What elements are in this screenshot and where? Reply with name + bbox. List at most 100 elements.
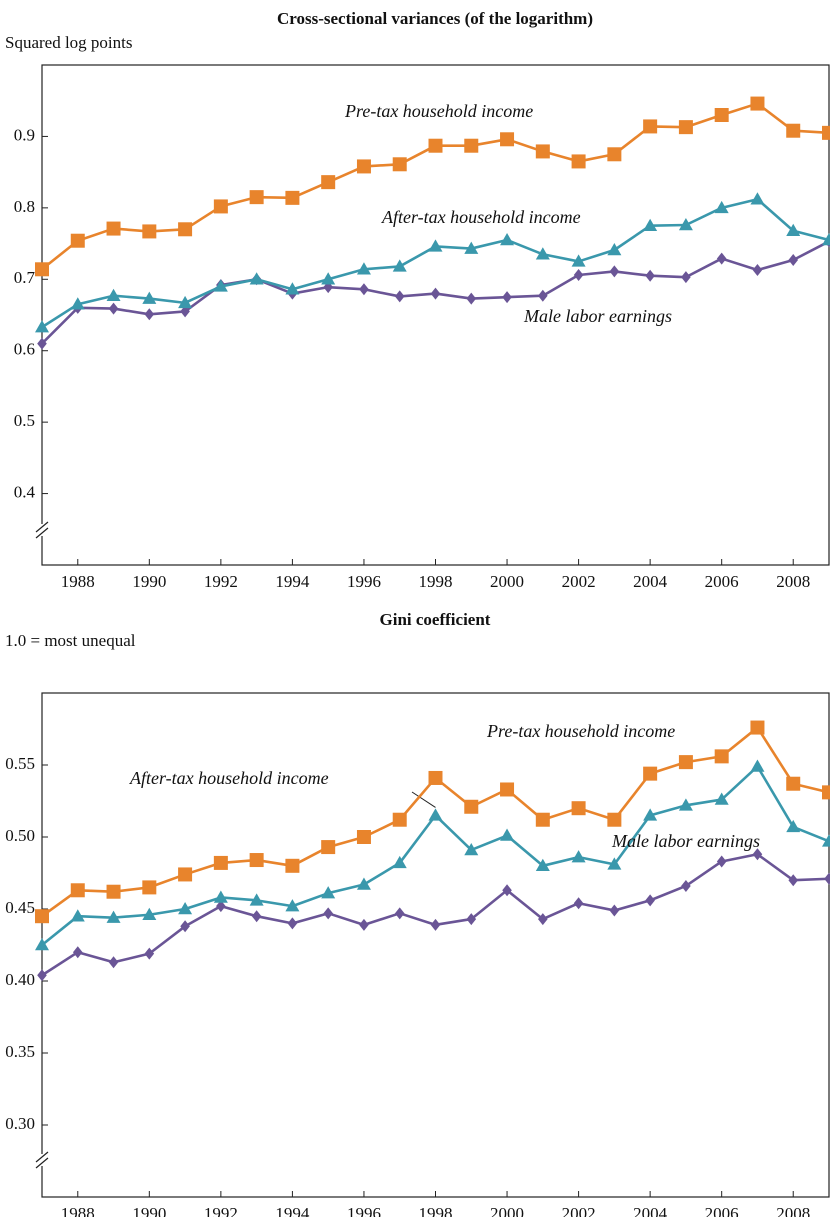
marker-square [213,199,228,214]
marker-triangle [142,907,157,921]
series-label: After-tax household income [381,207,581,227]
y-axis-label: 1.0 = most unequal [5,631,136,650]
marker-diamond [180,920,190,933]
marker-diamond [681,271,691,284]
marker-triangle [106,910,121,923]
marker-triangle [142,291,157,304]
axis-break-gap [39,1154,45,1166]
x-tick-label: 1994 [275,1204,310,1217]
series-line [41,765,830,947]
marker-triangle [714,792,729,805]
marker-triangle [285,282,300,295]
marker-diamond [573,269,584,281]
marker-square [786,123,801,138]
axis-break [35,521,49,539]
marker-square [643,766,658,781]
x-tick-label: 1988 [61,572,95,591]
marker-square [321,175,336,190]
marker-triangle [178,902,193,915]
y-axis-label: Squared log points [5,33,133,52]
marker-triangle [786,223,801,236]
marker-diamond [538,289,548,302]
series-label: Pre-tax household income [486,721,675,741]
y-tick-label: 0.7 [14,268,36,287]
x-tick-label: 2002 [562,572,596,591]
x-tick-label: 2006 [705,1204,739,1217]
x-tick-label: 1992 [204,1204,238,1217]
marker-diamond [609,265,620,278]
x-tick-label: 1996 [347,572,381,591]
marker-diamond [394,290,405,303]
marker-square [714,749,729,764]
marker-triangle [464,241,479,254]
marker-triangle [249,893,264,906]
marker-square [285,190,300,205]
series-line [41,726,830,918]
marker-square [464,138,479,153]
marker-square [678,755,693,770]
marker-triangle [607,857,622,870]
marker-diamond [573,897,584,910]
marker-square [142,880,157,895]
marker-triangle [106,288,121,301]
marker-triangle [213,890,228,903]
marker-triangle [714,200,729,214]
series-line [41,852,830,977]
marker-square [35,909,49,924]
marker-triangle [571,850,586,863]
marker-diamond [430,287,441,300]
marker-square [500,132,515,147]
marker-square [535,812,550,827]
marker-diamond [359,918,369,931]
x-tick-label: 1992 [204,572,238,591]
marker-square [392,157,407,172]
y-tick-label: 0.9 [14,125,35,144]
marker-triangle [428,808,443,821]
marker-square [643,119,658,134]
marker-diamond [752,264,763,276]
marker-triangle [571,254,586,267]
axis-break-gap [39,524,45,536]
marker-triangle [356,877,371,890]
marker-triangle [607,243,622,256]
marker-square [428,138,443,153]
marker-triangle [70,909,85,922]
marker-triangle [464,842,479,856]
x-tick-label: 2008 [776,572,810,591]
marker-diamond [144,308,155,321]
x-tick-label: 1988 [61,1204,95,1217]
marker-square [607,812,622,827]
marker-triangle [392,259,407,272]
marker-diamond [502,884,512,897]
marker-square [35,262,49,277]
marker-square [356,159,371,174]
x-tick-label: 1998 [419,1204,453,1217]
y-tick-label: 0.8 [14,197,35,216]
marker-diamond [788,254,799,266]
marker-square [714,108,729,122]
y-tick-label: 0.30 [5,1114,35,1133]
marker-square [822,125,830,140]
marker-square [285,858,300,873]
marker-diamond [359,283,369,296]
x-tick-label: 2008 [776,1204,810,1217]
marker-triangle [643,808,658,821]
y-tick-label: 0.55 [5,754,35,773]
marker-square [213,855,228,870]
marker-diamond [394,907,405,920]
marker-triangle [822,233,830,246]
marker-triangle [35,938,49,951]
marker-triangle [500,233,515,246]
marker-triangle [535,247,550,260]
y-tick-label: 0.40 [5,970,35,989]
marker-square [70,883,85,898]
marker-triangle [70,297,85,310]
marker-square [428,770,443,785]
annotation-leader [411,791,436,808]
marker-square [142,224,157,239]
marker-diamond [716,252,727,265]
marker-square [535,144,550,159]
marker-diamond [645,269,655,282]
marker-diamond [287,917,298,930]
y-tick-label: 0.4 [14,482,36,501]
